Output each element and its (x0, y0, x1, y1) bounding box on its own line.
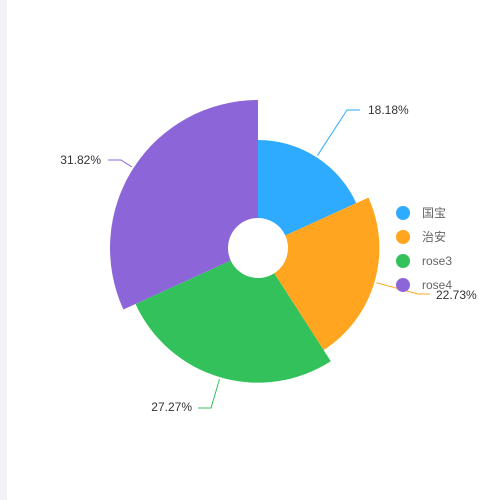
value-label-2: 22.73% (436, 288, 477, 302)
legend-dot-4 (396, 278, 410, 292)
rose-slice-1[interactable] (258, 140, 357, 236)
leader-line-2 (376, 282, 430, 295)
legend-item-1[interactable]: 国宝 (396, 205, 446, 221)
rose-slice-4[interactable] (109, 100, 258, 310)
legend-label-1: 国宝 (422, 206, 447, 220)
leader-line-1 (317, 109, 360, 156)
legend-item-4[interactable]: rose4 (396, 277, 452, 293)
value-label-1: 18.18% (368, 103, 409, 117)
legend-label-3: rose3 (422, 254, 453, 268)
leader-line-3 (198, 378, 220, 409)
legend-label-4: rose4 (422, 278, 453, 292)
legend-dot-1 (396, 206, 410, 220)
legend-dot-3 (396, 254, 410, 268)
rose-slice-2[interactable] (274, 197, 380, 351)
value-label-4: 31.82% (60, 153, 101, 167)
legend-label-2: 治安 (422, 230, 447, 244)
value-label-3: 27.27% (151, 400, 192, 414)
legend-item-3[interactable]: rose3 (396, 253, 452, 269)
rose-slice-3[interactable] (135, 260, 331, 383)
leader-line-4 (108, 159, 133, 168)
legend-dot-2 (396, 230, 410, 244)
legend-item-2[interactable]: 治安 (396, 229, 446, 245)
left-panel-edge (0, 0, 7, 500)
